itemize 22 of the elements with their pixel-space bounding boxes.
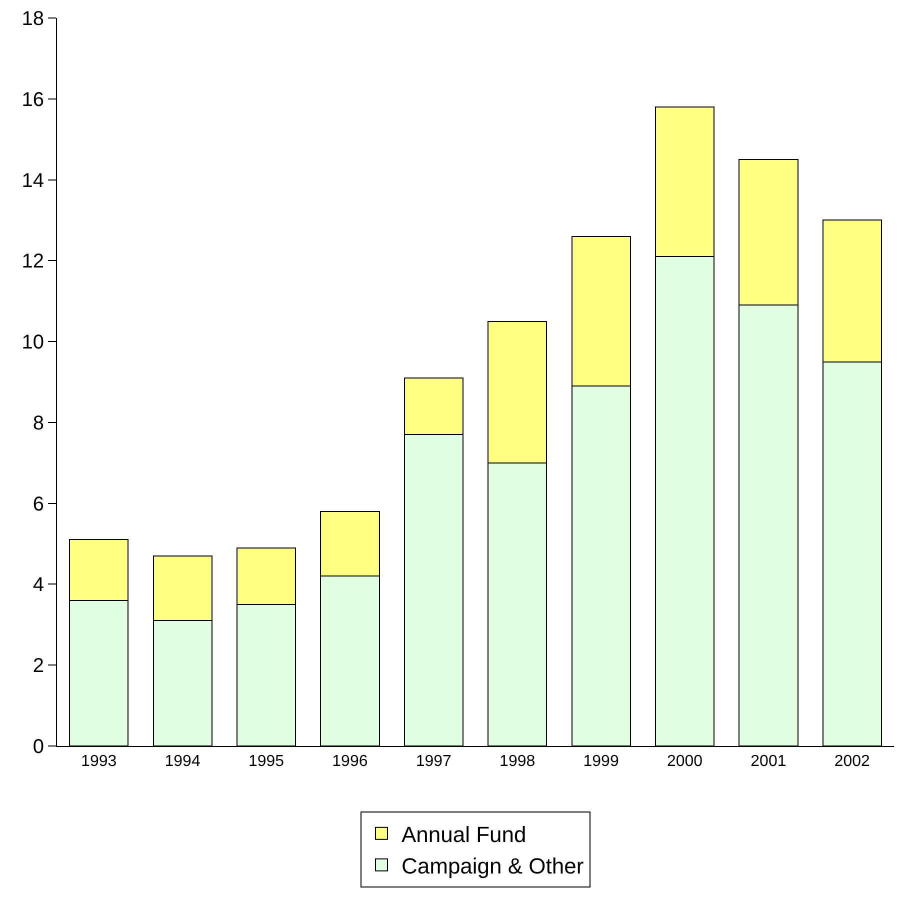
y-tick-label: 12	[22, 250, 44, 273]
x-tick-label: 1996	[332, 753, 368, 770]
x-tick-label: 2001	[750, 753, 786, 770]
x-tick-label: 2002	[834, 753, 870, 770]
y-tick-label: 6	[32, 493, 44, 516]
x-tick-label: 2000	[666, 753, 703, 770]
y-tick-label: 18	[22, 8, 44, 30]
legend-label: Annual Fund	[402, 822, 526, 847]
x-tick-label: 1997	[416, 753, 452, 770]
x-tick-label: 1999	[583, 753, 619, 770]
x-tick-label: 1993	[81, 753, 117, 770]
x-tick-label: 1995	[248, 753, 284, 770]
legend-label: Campaign & Other	[402, 854, 584, 878]
y-tick-label: 16	[22, 88, 44, 111]
y-tick-label: 14	[22, 170, 44, 192]
y-tick-label: 4	[32, 574, 44, 596]
y-tick-label: 8	[32, 412, 44, 434]
y-tick-label: 0	[32, 736, 44, 758]
x-tick-label: 1998	[500, 753, 536, 770]
x-tick-label: 1994	[164, 753, 200, 770]
y-tick-label: 10	[22, 332, 44, 354]
y-tick-label: 2	[32, 655, 44, 678]
